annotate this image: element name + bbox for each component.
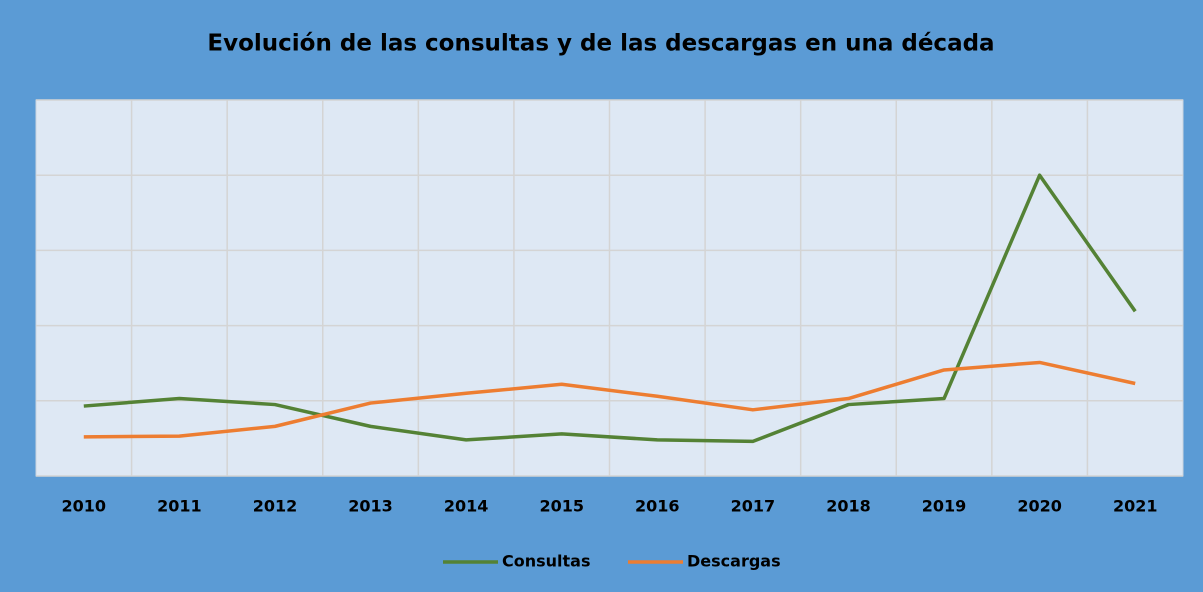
x-tick-label: 2013 (348, 497, 393, 516)
x-tick-label: 2021 (1113, 497, 1158, 516)
x-tick-label: 2015 (539, 497, 584, 516)
x-tick-label: 2014 (444, 497, 489, 516)
chart-title: Evolución de las consultas y de las desc… (207, 31, 994, 57)
x-tick-label: 2020 (1017, 497, 1062, 516)
x-tick-label: 2018 (826, 497, 871, 516)
series-line (83, 173, 1137, 444)
x-tick-label: 2010 (62, 497, 107, 516)
x-tick-label: 2016 (635, 497, 680, 516)
x-tick-label: 2017 (731, 497, 776, 516)
x-tick-label: 2019 (922, 497, 967, 516)
x-tick-label: 2012 (253, 497, 298, 516)
x-tick-label: 2011 (157, 497, 202, 516)
legend-label: Consultas (502, 552, 591, 571)
legend-label: Descargas (687, 552, 781, 571)
series-line (83, 360, 1136, 439)
